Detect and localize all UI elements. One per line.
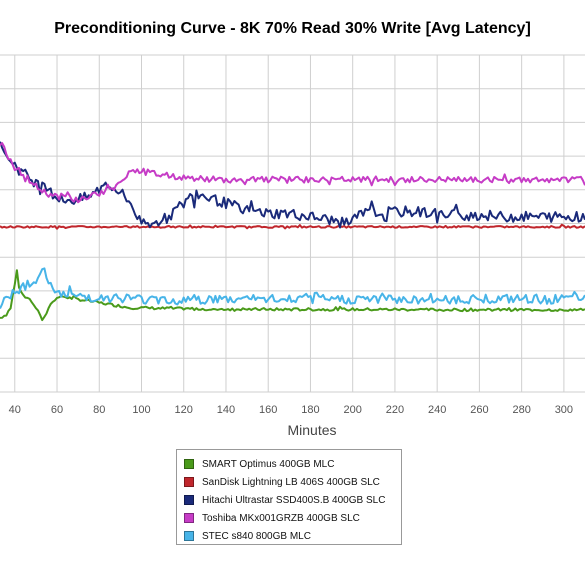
legend-label-hitachi: Hitachi Ultrastar SSD400S.B 400GB SLC: [202, 494, 386, 506]
legend-item-toshiba: Toshiba MKx001GRZB 400GB SLC: [184, 509, 401, 527]
series-line-1: [0, 223, 585, 230]
legend-label-smart: SMART Optimus 400GB MLC: [202, 458, 335, 470]
x-tick-label: 160: [259, 404, 277, 416]
x-tick-label: 120: [175, 404, 193, 416]
legend-item-smart: SMART Optimus 400GB MLC: [184, 455, 401, 473]
latency-chart: 40 60 80 100 120 140 160 180 200 220 240 260 280 300: [0, 54, 585, 416]
x-tick-label: 180: [301, 404, 319, 416]
legend-swatch-toshiba: [184, 513, 194, 523]
legend-swatch-sandisk: [184, 477, 194, 487]
series-line-3: [0, 142, 585, 204]
x-tick-label: 40: [9, 404, 21, 416]
x-tick-label: 300: [555, 404, 573, 416]
legend-item-sandisk: SanDisk Lightning LB 406S 400GB SLC: [184, 473, 401, 491]
x-tick-label: 220: [386, 404, 404, 416]
legend-label-stec: STEC s840 800GB MLC: [202, 530, 311, 542]
x-tick-label: 260: [470, 404, 488, 416]
x-axis-label: Minutes: [287, 422, 337, 438]
x-tick-label: 100: [132, 404, 150, 416]
x-tick-label: 280: [512, 404, 530, 416]
legend-label-toshiba: Toshiba MKx001GRZB 400GB SLC: [202, 512, 360, 524]
series-line-4: [0, 267, 585, 309]
legend-swatch-hitachi: [184, 495, 194, 505]
legend-swatch-stec: [184, 531, 194, 541]
x-tick-label: 80: [93, 404, 105, 416]
series-line-0: [0, 269, 585, 322]
x-tick-label: 200: [344, 404, 362, 416]
series-line-2: [0, 141, 585, 229]
legend-item-stec: STEC s840 800GB MLC: [184, 527, 401, 545]
legend-swatch-smart: [184, 459, 194, 469]
x-tick-label: 60: [51, 404, 63, 416]
x-tick-label: 140: [217, 404, 235, 416]
legend-item-hitachi: Hitachi Ultrastar SSD400S.B 400GB SLC: [184, 491, 401, 509]
x-tick-label: 240: [428, 404, 446, 416]
chart-legend: SMART Optimus 400GB MLC SanDisk Lightnin…: [176, 449, 402, 545]
legend-label-sandisk: SanDisk Lightning LB 406S 400GB SLC: [202, 476, 380, 488]
chart-title: Preconditioning Curve - 8K 70% Read 30% …: [54, 20, 531, 37]
